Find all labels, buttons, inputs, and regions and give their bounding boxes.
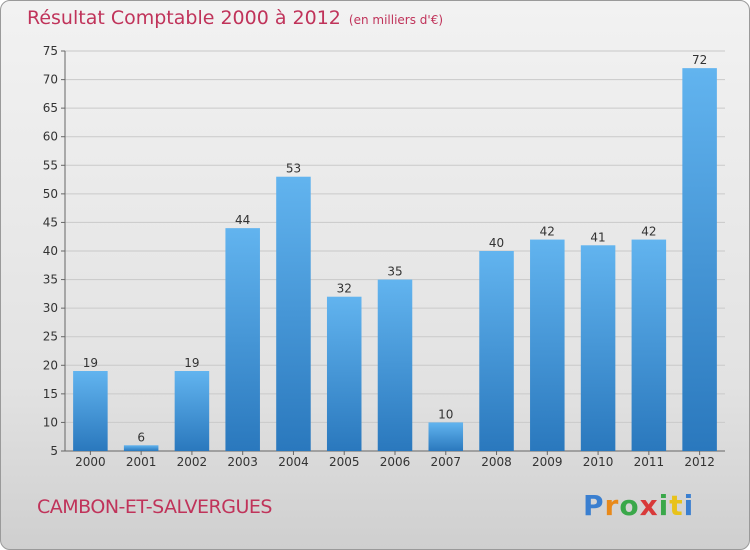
bar-2006	[377, 279, 413, 451]
bar-2007	[428, 422, 464, 451]
bar-2002	[174, 371, 210, 451]
value-label-2007: 10	[438, 407, 453, 421]
y-tick-label: 20	[43, 358, 58, 372]
x-tick-label-2002: 2002	[177, 455, 208, 469]
x-tick-label-2007: 2007	[430, 455, 461, 469]
y-tick-label: 40	[43, 244, 58, 258]
y-tick-label: 50	[43, 187, 58, 201]
labels: 5 10 15 20 25 30 35 40 45 50 55 60 65 70 75 19 2000 6 2001…	[43, 44, 715, 469]
value-label-2000: 19	[83, 356, 98, 370]
value-label-2005: 32	[337, 282, 352, 296]
bar-2008	[479, 251, 514, 451]
value-label-2003: 44	[235, 213, 250, 227]
chart-title: Résultat Comptable 2000 à 2012 (en millie…	[27, 7, 443, 29]
logo-letter: P	[583, 489, 605, 522]
x-tick-label-2011: 2011	[634, 455, 665, 469]
proxiti-logo: Proxiti	[583, 489, 694, 522]
y-tick-label: 35	[43, 273, 58, 287]
y-tick-label: 60	[43, 130, 58, 144]
x-tick-label-2009: 2009	[532, 455, 563, 469]
value-label-2008: 40	[489, 236, 504, 250]
y-tick-label: 15	[43, 387, 58, 401]
x-tick-label-2010: 2010	[583, 455, 614, 469]
chart-title-text: Résultat Comptable 2000 à 2012	[27, 7, 341, 29]
value-label-2011: 42	[641, 225, 656, 239]
city-name: CAMBON-ET-SALVERGUES	[37, 496, 272, 518]
x-tick-label-2006: 2006	[380, 455, 411, 469]
y-tick-label: 25	[43, 330, 58, 344]
bar-2012	[682, 68, 717, 452]
bars	[73, 68, 717, 452]
y-tick-label: 30	[43, 301, 58, 315]
value-label-2001: 6	[137, 430, 145, 444]
logo-letter: x	[639, 489, 659, 522]
logo-letter: t	[669, 489, 684, 522]
y-tick-label: 5	[50, 444, 58, 458]
logo-letter: o	[619, 489, 640, 522]
value-label-2006: 35	[387, 265, 402, 279]
bar-2004	[276, 176, 311, 451]
bar-2011	[631, 239, 667, 451]
value-label-2010: 41	[590, 230, 605, 244]
x-tick-label-2008: 2008	[481, 455, 512, 469]
bar-2010	[580, 245, 616, 451]
value-label-2004: 53	[286, 162, 301, 176]
value-label-2002: 19	[184, 356, 199, 370]
logo-letter: i	[658, 489, 670, 522]
bar-2009	[530, 239, 565, 451]
chart-subtitle: (en milliers d'€)	[348, 13, 444, 27]
x-tick-label-2012: 2012	[684, 455, 715, 469]
y-tick-label: 70	[43, 73, 58, 87]
x-tick-label-2003: 2003	[227, 455, 258, 469]
bar-2003	[225, 228, 260, 451]
y-tick-label: 65	[43, 101, 58, 115]
x-tick-label-2000: 2000	[75, 455, 106, 469]
logo-letter: r	[604, 489, 620, 522]
x-tick-label-2001: 2001	[126, 455, 157, 469]
y-tick-label: 75	[43, 44, 58, 58]
logo-letter: i	[683, 489, 695, 522]
y-tick-label: 10	[43, 415, 58, 429]
bar-2001	[123, 445, 159, 451]
y-tick-label: 55	[43, 158, 58, 172]
bar-2000	[73, 371, 108, 451]
x-tick-label-2004: 2004	[278, 455, 309, 469]
y-tick-label: 45	[43, 215, 58, 229]
x-tick-label-2005: 2005	[329, 455, 360, 469]
value-label-2012: 72	[692, 53, 707, 67]
bar-2005	[326, 296, 362, 451]
value-label-2009: 42	[540, 225, 555, 239]
